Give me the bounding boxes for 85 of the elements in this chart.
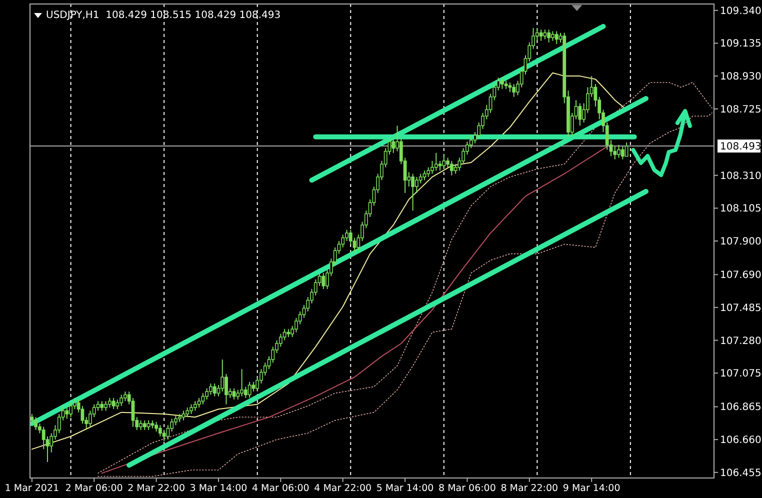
candlestick xyxy=(166,424,170,440)
candlestick xyxy=(30,413,34,424)
candlestick xyxy=(146,420,150,430)
y-tick-label: 109.135 xyxy=(720,38,762,50)
candlestick xyxy=(186,407,190,418)
y-tick-label: 108.105 xyxy=(720,204,762,215)
y-tick-label: 108.725 xyxy=(720,104,762,116)
candlestick xyxy=(236,389,240,400)
candlestick xyxy=(578,102,582,126)
x-tick-label: 8 Mar 06:00 xyxy=(438,483,496,494)
x-tick-label: 2 Mar 06:00 xyxy=(65,483,123,494)
candlestick xyxy=(500,77,504,90)
candlestick xyxy=(450,160,454,176)
candlestick xyxy=(252,381,256,392)
candlestick xyxy=(112,397,116,410)
x-tick-label: 8 Mar 22:00 xyxy=(500,483,558,494)
candlestick xyxy=(190,404,193,414)
candlestick xyxy=(322,272,326,290)
candlestick xyxy=(205,388,209,400)
candlestick xyxy=(69,402,73,418)
candlestick xyxy=(418,173,422,184)
y-tick-label: 106.660 xyxy=(720,435,762,446)
y-tick-label: 107.485 xyxy=(720,302,762,314)
candlestick xyxy=(414,176,418,194)
candlestick xyxy=(201,392,205,405)
y-tick-label: 107.280 xyxy=(720,336,762,347)
candlestick xyxy=(620,146,624,160)
candlestick xyxy=(547,29,551,43)
ref-line-label: 108.493 xyxy=(720,142,762,153)
y-tick-label: 108.310 xyxy=(720,170,762,182)
x-tick-label: 5 Mar 14:00 xyxy=(376,483,434,494)
text: USDJPY,H1 108.429 108.515 108.429 108.493 xyxy=(46,10,281,21)
candlestick xyxy=(282,328,286,341)
x-tick-label: 4 Mar 22:00 xyxy=(314,483,372,494)
x-tick-label: 1 Mar 2021 xyxy=(4,483,60,494)
candlestick xyxy=(469,134,473,149)
candlestick xyxy=(65,407,69,420)
candlestick xyxy=(438,160,442,172)
candlestick xyxy=(240,368,244,397)
candlestick xyxy=(422,170,426,181)
x-tick-label: 3 Mar 14:00 xyxy=(190,483,248,494)
y-tick-label: 107.690 xyxy=(720,270,762,282)
candlestick xyxy=(34,416,38,430)
candlestick xyxy=(80,405,84,424)
x-tick-label: 4 Mar 06:00 xyxy=(252,483,310,494)
candlestick xyxy=(543,29,547,40)
candlestick xyxy=(124,391,127,402)
candlestick xyxy=(116,399,120,410)
candlestick xyxy=(248,381,252,398)
candlestick xyxy=(120,394,124,406)
candlestick xyxy=(197,397,201,408)
candlestick xyxy=(142,420,146,430)
candlestick xyxy=(220,359,224,392)
candlestick xyxy=(158,424,162,437)
candlestick xyxy=(624,142,628,157)
y-tick-label: 108.930 xyxy=(720,72,762,83)
candlestick xyxy=(182,410,186,421)
candlestick xyxy=(100,400,104,412)
candlestick xyxy=(139,420,142,430)
candlestick xyxy=(392,138,396,154)
x-tick-label: 2 Mar 22:00 xyxy=(128,483,185,494)
candlestick xyxy=(617,144,620,158)
candlestick xyxy=(212,383,216,397)
x-tick-label: 9 Mar 14:00 xyxy=(562,483,620,494)
candlestick xyxy=(539,29,543,42)
candlestick xyxy=(551,30,554,42)
candlestick xyxy=(411,173,415,212)
candlestick xyxy=(96,400,100,412)
candlestick xyxy=(104,400,108,412)
candlestick xyxy=(554,30,558,45)
candlestick xyxy=(162,429,166,442)
candlestick xyxy=(193,400,197,412)
y-tick-label: 106.865 xyxy=(720,402,762,414)
candlestick xyxy=(209,383,212,396)
line-series xyxy=(101,146,608,474)
candlestick xyxy=(434,152,438,172)
y-tick-label: 107.075 xyxy=(720,368,762,380)
y-tick-label: 106.455 xyxy=(720,468,762,479)
y-tick-label: 109.340 xyxy=(720,6,762,17)
candlestick xyxy=(108,397,112,408)
y-tick-label: 107.900 xyxy=(720,236,762,248)
candlestick xyxy=(131,397,135,428)
candlestick xyxy=(442,154,446,170)
candlestick xyxy=(512,84,516,98)
candlestick xyxy=(154,421,158,432)
